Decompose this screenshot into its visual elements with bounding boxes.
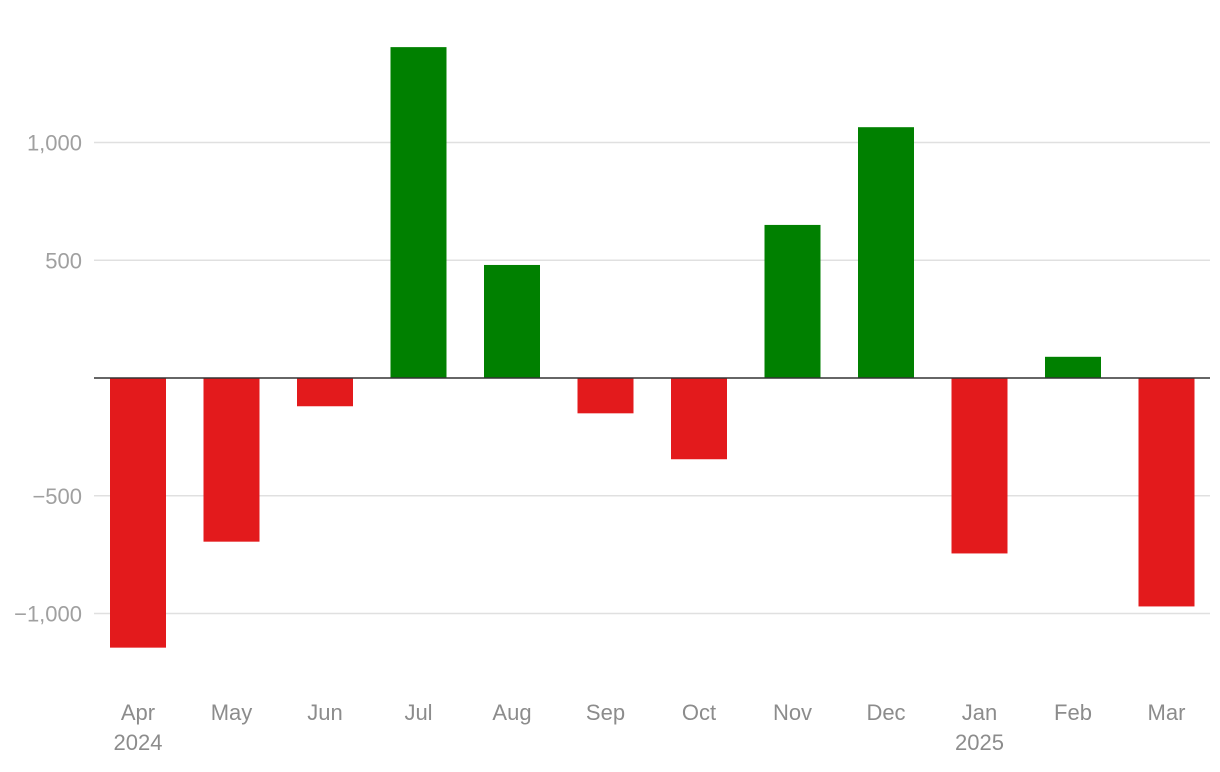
x-tick-label: Sep bbox=[586, 700, 625, 725]
y-tick-label: 1,000 bbox=[27, 131, 82, 156]
bar-aug bbox=[484, 264, 540, 378]
x-tick-label: Oct bbox=[682, 700, 716, 725]
x-tick-label: May bbox=[211, 700, 253, 725]
bar-oct bbox=[671, 378, 727, 460]
x-axis-ticks: Apr 2024 May Jun Jul Aug Sep Oct Nov Dec Jan 2025 Fe… bbox=[114, 700, 1186, 755]
x-tick-label: Nov bbox=[773, 700, 812, 725]
bar-mar bbox=[1138, 378, 1195, 607]
bars bbox=[110, 47, 1195, 648]
x-tick-label: Apr bbox=[121, 700, 155, 725]
bar-jul bbox=[390, 47, 447, 379]
x-tick-label: Jan bbox=[962, 700, 997, 725]
bar-jun bbox=[297, 378, 353, 407]
y-tick-label: 500 bbox=[45, 248, 82, 273]
bar-feb bbox=[1045, 356, 1101, 378]
x-tick-label: Aug bbox=[492, 700, 531, 725]
bar-nov bbox=[764, 224, 821, 378]
x-tick-label: Dec bbox=[866, 700, 905, 725]
x-tick-year-label: 2025 bbox=[955, 730, 1004, 755]
bar-may bbox=[203, 378, 260, 542]
x-tick-label: Mar bbox=[1148, 700, 1186, 725]
bar-dec bbox=[858, 127, 914, 378]
y-axis-ticks: −1,000 −500 500 1,000 bbox=[14, 131, 82, 627]
x-tick-year-label: 2024 bbox=[114, 730, 163, 755]
bar-sep bbox=[577, 378, 634, 414]
bar-jan bbox=[951, 378, 1008, 554]
y-tick-label: −500 bbox=[32, 484, 82, 509]
bar-apr bbox=[110, 378, 166, 648]
y-tick-label: −1,000 bbox=[14, 602, 82, 627]
x-tick-label: Jul bbox=[404, 700, 432, 725]
gridlines bbox=[94, 141, 1210, 615]
x-tick-label: Jun bbox=[307, 700, 342, 725]
x-tick-label: Feb bbox=[1054, 700, 1092, 725]
